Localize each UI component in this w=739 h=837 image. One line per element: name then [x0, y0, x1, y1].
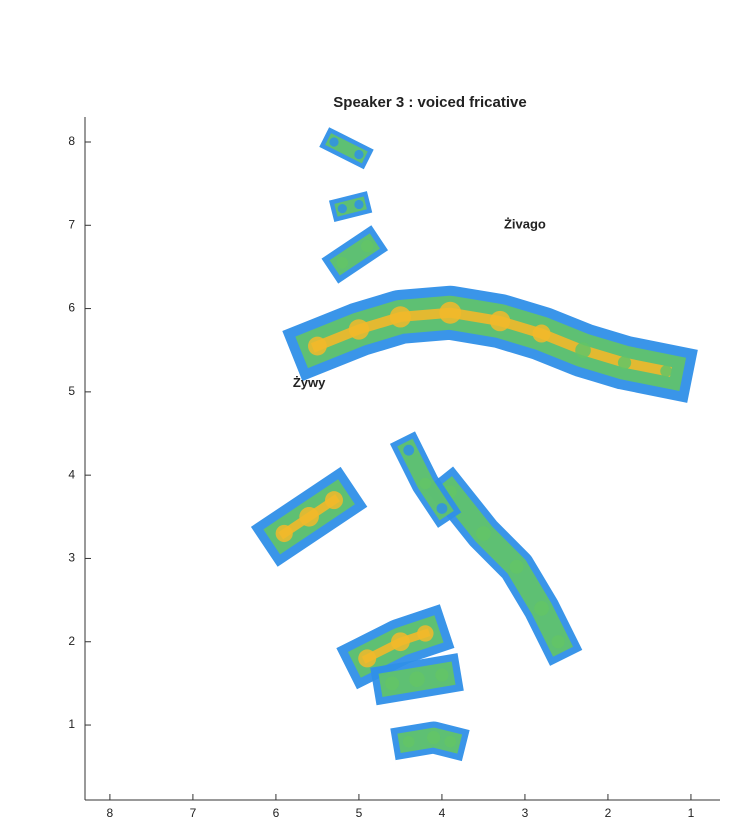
density-ridge: [325, 133, 368, 164]
density-cell: [409, 671, 425, 688]
density-cell: [617, 356, 632, 370]
density-cell: [308, 336, 327, 356]
density-cell: [389, 306, 412, 328]
density-cell: [361, 239, 374, 253]
density-cell: [419, 477, 432, 490]
density-cell: [391, 632, 410, 652]
density-cell: [402, 735, 415, 748]
density-cell: [444, 735, 457, 748]
density-cell: [660, 365, 672, 377]
density-cell: [329, 137, 339, 147]
density-cell: [532, 324, 551, 343]
y-tick-label: 1: [68, 717, 75, 731]
annotation: Żivago: [504, 217, 546, 232]
density-cell: [427, 730, 441, 745]
density-cell: [358, 649, 377, 668]
density-cell: [275, 524, 293, 543]
density-cell: [325, 491, 344, 510]
density-cell: [509, 559, 524, 574]
density-cell: [534, 601, 549, 616]
x-tick-label: 6: [273, 806, 280, 820]
density-cell: [348, 319, 370, 340]
y-tick-label: 8: [68, 134, 75, 148]
y-tick-label: 6: [68, 301, 75, 315]
x-tick-label: 7: [190, 806, 197, 820]
annotation: Żywy: [293, 375, 326, 390]
y-tick-label: 3: [68, 551, 75, 565]
density-cell: [417, 625, 434, 642]
x-tick-label: 2: [605, 806, 612, 820]
y-tick-label: 2: [68, 634, 75, 648]
x-tick-label: 3: [522, 806, 529, 820]
density-cell: [354, 199, 364, 210]
density-cell: [337, 204, 347, 214]
density-cell: [403, 444, 415, 456]
density-cell: [385, 676, 400, 691]
density-cell: [551, 635, 565, 649]
density-cell: [336, 256, 349, 269]
chart-title: Speaker 3 : voiced fricative: [333, 94, 526, 111]
density-cell: [435, 668, 449, 682]
x-tick-label: 5: [356, 806, 363, 820]
density-cell: [476, 526, 491, 541]
y-tick-label: 7: [68, 217, 75, 231]
x-tick-label: 4: [439, 806, 446, 820]
density-cell: [436, 503, 448, 514]
density-cell: [575, 342, 591, 359]
y-tick-label: 5: [68, 384, 75, 398]
density-cell: [489, 310, 511, 332]
y-tick-label: 4: [68, 467, 75, 481]
density-cell: [299, 507, 319, 527]
density-cell: [439, 301, 462, 324]
x-tick-label: 8: [107, 806, 114, 820]
x-tick-label: 1: [688, 806, 695, 820]
density-cell: [354, 149, 364, 160]
